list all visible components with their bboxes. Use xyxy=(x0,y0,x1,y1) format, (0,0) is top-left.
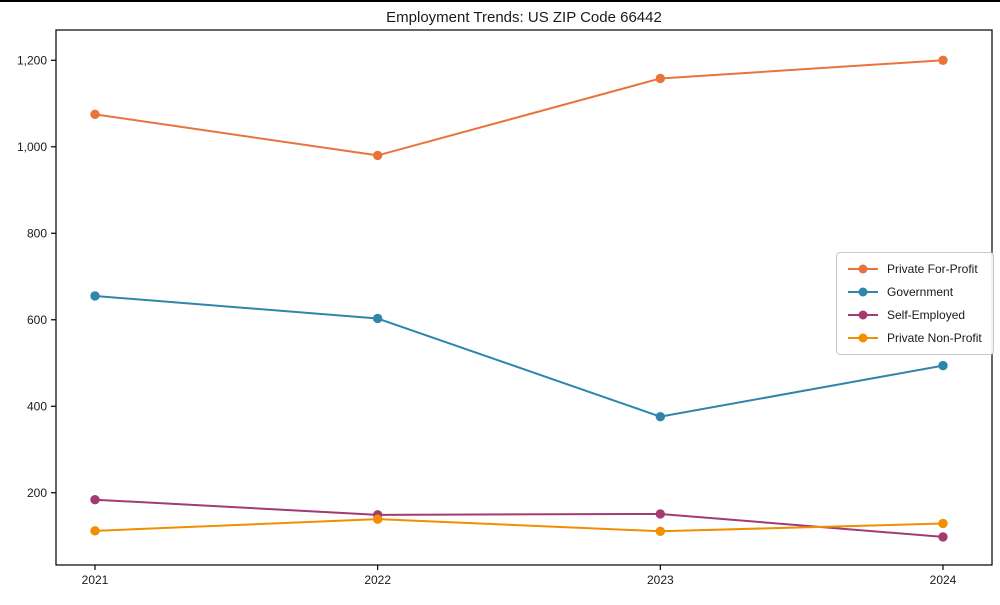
series-line xyxy=(94,59,944,157)
series-line xyxy=(94,498,944,538)
x-tick-label: 2021 xyxy=(82,573,109,587)
legend-item: Private For-Profit xyxy=(848,261,982,277)
data-point-marker xyxy=(655,73,666,84)
chart-title: Employment Trends: US ZIP Code 66442 xyxy=(386,9,662,26)
y-tick-label: 1,200 xyxy=(17,53,47,67)
data-point-marker xyxy=(655,509,666,519)
series-line xyxy=(94,518,944,533)
y-tick-label: 800 xyxy=(27,226,47,240)
y-tick-label: 200 xyxy=(27,486,47,500)
data-point-marker xyxy=(90,291,100,301)
figure-top-border xyxy=(0,0,1000,2)
legend-marker-icon xyxy=(848,287,878,298)
legend-label: Private For-Profit xyxy=(887,262,978,276)
data-point-marker xyxy=(372,150,383,161)
legend-item: Government xyxy=(848,284,982,300)
data-point-marker xyxy=(90,526,100,536)
legend-marker-icon xyxy=(848,264,878,275)
data-point-marker xyxy=(938,55,948,65)
y-tick-label: 600 xyxy=(27,313,47,327)
data-point-marker xyxy=(938,532,948,542)
series-line xyxy=(94,294,944,418)
chart-legend: Private For-Profit Government Self-Employe… xyxy=(836,252,994,355)
x-tick-label: 2022 xyxy=(364,573,391,587)
legend-marker-icon xyxy=(848,310,878,321)
legend-label: Self-Employed xyxy=(887,308,966,322)
legend-item: Private Non-Profit xyxy=(848,330,982,346)
data-point-marker xyxy=(655,526,666,536)
x-tick-label: 2023 xyxy=(647,573,674,587)
y-tick-label: 1,000 xyxy=(17,140,47,154)
legend-label: Government xyxy=(887,285,954,299)
data-point-marker xyxy=(938,360,948,371)
legend-item: Self-Employed xyxy=(848,307,982,323)
data-point-marker xyxy=(90,109,100,120)
y-tick-label: 400 xyxy=(27,399,47,413)
data-point-marker xyxy=(372,313,383,324)
legend-marker-icon xyxy=(848,333,878,344)
data-point-marker xyxy=(372,514,383,524)
data-point-marker xyxy=(655,411,666,422)
legend-label: Private Non-Profit xyxy=(887,331,982,345)
x-tick-label: 2024 xyxy=(930,573,957,587)
data-point-marker xyxy=(90,494,100,505)
data-point-marker xyxy=(938,518,948,529)
